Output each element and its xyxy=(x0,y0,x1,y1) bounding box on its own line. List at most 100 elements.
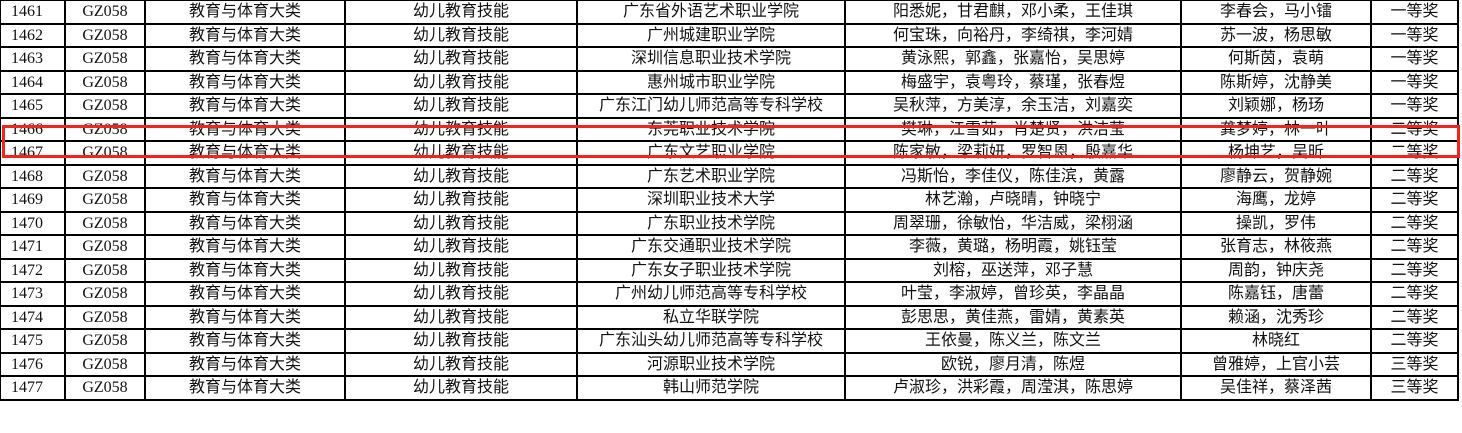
row-number-cell: 1467 xyxy=(0,140,66,166)
table-row: 1462 GZ058 教育与体育大类 幼儿教育技能 广州城建职业学院 何宝珠，向裕丹，李绮… xyxy=(0,22,1459,48)
table-row: 1468 GZ058 教育与体育大类 幼儿教育技能 广东艺术职业学院 冯斯怡，李佳仪，陈佳… xyxy=(0,163,1459,189)
table-row: 1472 GZ058 教育与体育大类 幼儿教育技能 广东女子职业技术学院 刘榕，巫送萍，邓… xyxy=(0,257,1459,283)
category-cell: 教育与体育大类 xyxy=(144,304,346,330)
skill-name-cell: 幼儿教育技能 xyxy=(344,163,578,189)
teacher-names-cell: 张育志，林筱燕 xyxy=(1180,234,1372,260)
award-level-cell: 一等奖 xyxy=(1370,69,1459,95)
student-names-cell: 周翠珊，徐敏怡，华洁威，梁栩涵 xyxy=(844,210,1182,236)
category-cell: 教育与体育大类 xyxy=(144,46,346,72)
award-level-cell: 二等奖 xyxy=(1370,210,1459,236)
skill-name-cell: 幼儿教育技能 xyxy=(344,351,578,377)
teacher-names-cell: 赖涵，沈秀珍 xyxy=(1180,304,1372,330)
row-number-cell: 1469 xyxy=(0,187,66,213)
teacher-names-cell: 刘颖娜，杨玚 xyxy=(1180,93,1372,119)
table-row: 1471 GZ058 教育与体育大类 幼儿教育技能 广东交通职业技术学院 李薇，黄璐，杨明… xyxy=(0,234,1459,260)
category-cell: 教育与体育大类 xyxy=(144,22,346,48)
school-name-cell: 惠州城市职业学院 xyxy=(576,69,846,95)
table-row: 1467 GZ058 教育与体育大类 幼儿教育技能 广东文艺职业学院 陈家敏，梁莉妍，罗智… xyxy=(0,140,1459,166)
competition-code-cell: GZ058 xyxy=(64,234,146,260)
school-name-cell: 广东省外语艺术职业学院 xyxy=(576,0,846,25)
award-level-cell: 三等奖 xyxy=(1370,375,1459,401)
table-row: 1477 GZ058 教育与体育大类 幼儿教育技能 韩山师范学院 卢淑珍，洪彩霞，周滢淇，… xyxy=(0,375,1459,401)
teacher-names-cell: 陈斯婷，沈静美 xyxy=(1180,69,1372,95)
category-cell: 教育与体育大类 xyxy=(144,0,346,25)
award-level-cell: 二等奖 xyxy=(1370,328,1459,354)
category-cell: 教育与体育大类 xyxy=(144,163,346,189)
table-row: 1476 GZ058 教育与体育大类 幼儿教育技能 河源职业技术学院 欧锐，廖月清，陈煜曾… xyxy=(0,351,1459,377)
skill-name-cell: 幼儿教育技能 xyxy=(344,0,578,25)
category-cell: 教育与体育大类 xyxy=(144,375,346,401)
skill-name-cell: 幼儿教育技能 xyxy=(344,328,578,354)
competition-code-cell: GZ058 xyxy=(64,328,146,354)
school-name-cell: 广州城建职业学院 xyxy=(576,22,846,48)
competition-code-cell: GZ058 xyxy=(64,0,146,25)
table-row: 1474 GZ058 教育与体育大类 幼儿教育技能 私立华联学院 彭思思，黄佳燕，雷婧，黄… xyxy=(0,304,1459,330)
row-number-cell: 1464 xyxy=(0,69,66,95)
school-name-cell: 私立华联学院 xyxy=(576,304,846,330)
award-level-cell: 二等奖 xyxy=(1370,187,1459,213)
award-level-cell: 二等奖 xyxy=(1370,281,1459,307)
school-name-cell: 广东文艺职业学院 xyxy=(576,140,846,166)
teacher-names-cell: 陈嘉钰，唐蕾 xyxy=(1180,281,1372,307)
school-name-cell: 韩山师范学院 xyxy=(576,375,846,401)
competition-code-cell: GZ058 xyxy=(64,375,146,401)
table-row: 1465 GZ058 教育与体育大类 幼儿教育技能 广东江门幼儿师范高等专科学校 吴秋萍，… xyxy=(0,93,1459,119)
school-name-cell: 广东职业技术学院 xyxy=(576,210,846,236)
teacher-names-cell: 苏一波，杨思敏 xyxy=(1180,22,1372,48)
category-cell: 教育与体育大类 xyxy=(144,210,346,236)
teacher-names-cell: 周韵，钟庆尧 xyxy=(1180,257,1372,283)
category-cell: 教育与体育大类 xyxy=(144,257,346,283)
student-names-cell: 冯斯怡，李佳仪，陈佳滨，黄露 xyxy=(844,163,1182,189)
student-names-cell: 王依曼，陈义兰，陈文兰 xyxy=(844,328,1182,354)
competition-code-cell: GZ058 xyxy=(64,46,146,72)
student-names-cell: 欧锐，廖月清，陈煜 xyxy=(844,351,1182,377)
competition-code-cell: GZ058 xyxy=(64,257,146,283)
award-level-cell: 一等奖 xyxy=(1370,0,1459,25)
award-level-cell: 二等奖 xyxy=(1370,304,1459,330)
student-names-cell: 陈家敏，梁莉妍，罗智恩，殷嘉华 xyxy=(844,140,1182,166)
competition-code-cell: GZ058 xyxy=(64,281,146,307)
table-row: 1473 GZ058 教育与体育大类 幼儿教育技能 广州幼儿师范高等专科学校 叶莹，李淑婷… xyxy=(0,281,1459,307)
award-level-cell: 一等奖 xyxy=(1370,93,1459,119)
row-number-cell: 1476 xyxy=(0,351,66,377)
row-number-cell: 1472 xyxy=(0,257,66,283)
category-cell: 教育与体育大类 xyxy=(144,328,346,354)
row-number-cell: 1471 xyxy=(0,234,66,260)
school-name-cell: 广东汕头幼儿师范高等专科学校 xyxy=(576,328,846,354)
row-number-cell: 1474 xyxy=(0,304,66,330)
skill-name-cell: 幼儿教育技能 xyxy=(344,116,578,142)
student-names-cell: 李薇，黄璐，杨明霞，姚钰莹 xyxy=(844,234,1182,260)
skill-name-cell: 幼儿教育技能 xyxy=(344,234,578,260)
category-cell: 教育与体育大类 xyxy=(144,140,346,166)
skill-name-cell: 幼儿教育技能 xyxy=(344,69,578,95)
category-cell: 教育与体育大类 xyxy=(144,69,346,95)
table-row: 1475 GZ058 教育与体育大类 幼儿教育技能 广东汕头幼儿师范高等专科学校 王依曼，… xyxy=(0,328,1459,354)
category-cell: 教育与体育大类 xyxy=(144,351,346,377)
teacher-names-cell: 廖静云，贺静婉 xyxy=(1180,163,1372,189)
teacher-names-cell: 海鹰，龙婷 xyxy=(1180,187,1372,213)
competition-code-cell: GZ058 xyxy=(64,210,146,236)
category-cell: 教育与体育大类 xyxy=(144,116,346,142)
row-number-cell: 1468 xyxy=(0,163,66,189)
skill-name-cell: 幼儿教育技能 xyxy=(344,375,578,401)
competition-code-cell: GZ058 xyxy=(64,22,146,48)
student-names-cell: 吴秋萍，方美淳，余玉洁，刘嘉奕 xyxy=(844,93,1182,119)
school-name-cell: 东莞职业技术学院 xyxy=(576,116,846,142)
skill-name-cell: 幼儿教育技能 xyxy=(344,281,578,307)
competition-code-cell: GZ058 xyxy=(64,351,146,377)
skill-name-cell: 幼儿教育技能 xyxy=(344,46,578,72)
skill-name-cell: 幼儿教育技能 xyxy=(344,140,578,166)
teacher-names-cell: 李春会，马小镭 xyxy=(1180,0,1372,25)
student-names-cell: 阳悉妮，甘君麒，邓小柔，王佳琪 xyxy=(844,0,1182,25)
school-name-cell: 深圳职业技术大学 xyxy=(576,187,846,213)
student-names-cell: 叶莹，李淑婷，曾珍英，李晶晶 xyxy=(844,281,1182,307)
school-name-cell: 广州幼儿师范高等专科学校 xyxy=(576,281,846,307)
school-name-cell: 深圳信息职业技术学院 xyxy=(576,46,846,72)
award-level-cell: 二等奖 xyxy=(1370,234,1459,260)
row-number-cell: 1475 xyxy=(0,328,66,354)
table-row: 1463 GZ058 教育与体育大类 幼儿教育技能 深圳信息职业技术学院 黄泳熙，郭鑫，张… xyxy=(0,46,1459,72)
table-row: 1464 GZ058 教育与体育大类 幼儿教育技能 惠州城市职业学院 梅盛宇，袁粤玲，蔡瑾… xyxy=(0,69,1459,95)
award-level-cell: 二等奖 xyxy=(1370,140,1459,166)
teacher-names-cell: 杨坤艺，吴昕 xyxy=(1180,140,1372,166)
table-row: 1466 GZ058 教育与体育大类 幼儿教育技能 东莞职业技术学院 樊琳，江雪茹，肖楚贤… xyxy=(0,116,1459,142)
